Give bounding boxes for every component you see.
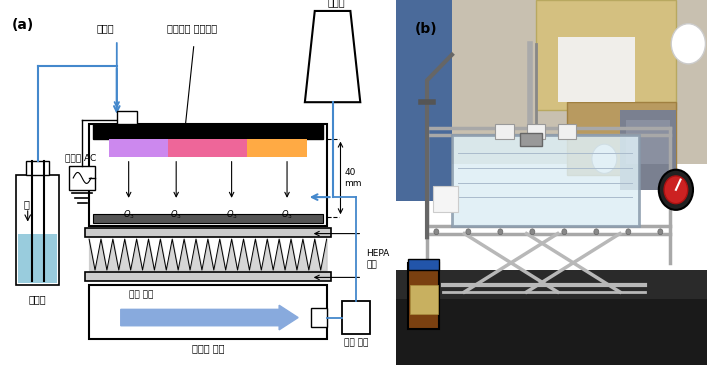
Bar: [409, 263, 440, 328]
Bar: [396, 299, 707, 365]
Circle shape: [562, 229, 567, 235]
Bar: [396, 0, 452, 201]
Bar: [18, 234, 57, 283]
Circle shape: [626, 229, 631, 235]
Text: 에어 펜프: 에어 펜프: [344, 339, 368, 347]
Bar: [433, 186, 458, 212]
Bar: [396, 270, 707, 299]
Text: 습공기: 습공기: [96, 23, 114, 33]
Text: 플라즈마 발생장치: 플라즈마 발생장치: [167, 23, 217, 33]
Bar: [85, 272, 331, 281]
Bar: [520, 133, 542, 146]
Bar: [93, 214, 322, 223]
Bar: [558, 124, 576, 139]
Circle shape: [592, 144, 617, 173]
Circle shape: [434, 229, 439, 235]
Text: (b): (b): [414, 22, 437, 36]
Bar: [247, 139, 307, 157]
Text: $O_3$: $O_3$: [281, 208, 293, 220]
Bar: [527, 124, 545, 139]
Bar: [626, 120, 670, 164]
Text: 아크릴 찹버: 아크릴 찹버: [192, 343, 224, 354]
Bar: [342, 301, 370, 334]
Bar: [117, 111, 136, 124]
Bar: [567, 102, 676, 175]
Circle shape: [498, 229, 503, 235]
Bar: [89, 124, 327, 226]
Text: $O_3$: $O_3$: [170, 208, 182, 220]
Bar: [93, 124, 322, 139]
Text: 잌류 오존: 잌류 오존: [129, 291, 153, 299]
Text: 40
mm: 40 mm: [344, 168, 362, 188]
Bar: [311, 308, 327, 327]
Circle shape: [659, 170, 693, 210]
Bar: [410, 285, 438, 314]
Text: 버블러: 버블러: [29, 294, 47, 304]
Text: 물: 물: [24, 199, 30, 210]
Text: HEPA
필터: HEPA 필터: [366, 249, 390, 269]
Bar: [89, 285, 327, 339]
Bar: [168, 139, 247, 157]
Bar: [69, 166, 95, 190]
Bar: [620, 110, 676, 190]
Circle shape: [658, 229, 663, 235]
Bar: [85, 228, 331, 237]
Bar: [452, 135, 638, 226]
Bar: [396, 0, 707, 164]
Bar: [558, 36, 636, 102]
Bar: [496, 124, 514, 139]
FancyArrow shape: [121, 305, 298, 330]
Bar: [109, 139, 168, 157]
Polygon shape: [305, 11, 361, 102]
Text: 고전압 AC: 고전압 AC: [65, 153, 97, 162]
Bar: [25, 161, 49, 175]
Text: (a): (a): [12, 18, 34, 32]
Circle shape: [671, 24, 706, 64]
Circle shape: [530, 229, 534, 235]
Text: 흉후드: 흉후드: [328, 0, 345, 7]
Text: $O_3$: $O_3$: [226, 208, 238, 220]
Bar: [536, 0, 676, 110]
Bar: [16, 175, 59, 285]
Text: $O_3$: $O_3$: [123, 208, 134, 220]
Bar: [409, 259, 440, 270]
Circle shape: [664, 176, 688, 204]
Circle shape: [594, 229, 599, 235]
Circle shape: [466, 229, 471, 235]
